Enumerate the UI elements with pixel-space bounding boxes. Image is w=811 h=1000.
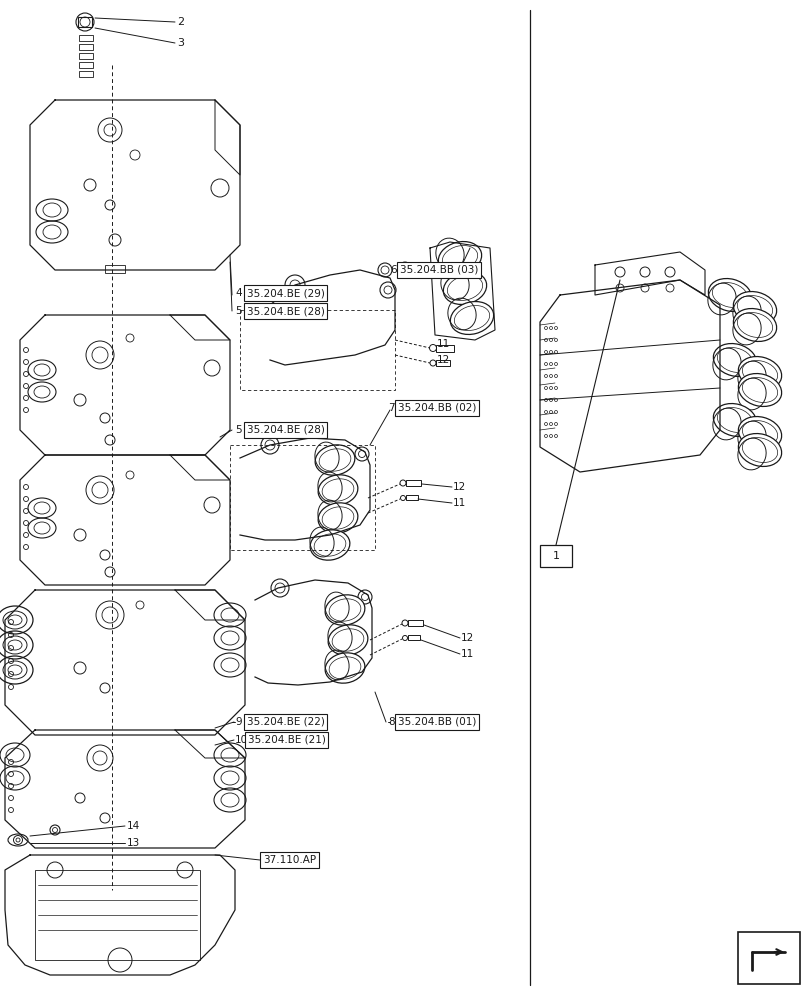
Text: 6: 6: [389, 265, 396, 275]
Text: 8: 8: [388, 717, 394, 727]
Bar: [79, 35, 93, 41]
Bar: [737, 932, 799, 984]
Ellipse shape: [438, 242, 481, 274]
Text: 2: 2: [177, 17, 184, 27]
Text: 37.110.AP: 37.110.AP: [263, 855, 315, 865]
Ellipse shape: [737, 374, 781, 406]
Text: 35.204.BE (29): 35.204.BE (29): [247, 288, 324, 298]
Text: 13: 13: [127, 838, 140, 848]
Bar: [240, 310, 394, 390]
Ellipse shape: [732, 292, 775, 324]
Bar: [35, 870, 200, 960]
Ellipse shape: [737, 434, 781, 466]
Bar: [79, 44, 93, 50]
Text: 35.204.BE (28): 35.204.BE (28): [247, 425, 324, 435]
Ellipse shape: [324, 595, 364, 625]
Text: 3: 3: [177, 38, 184, 48]
Bar: [436, 360, 449, 366]
Bar: [539, 545, 571, 567]
Text: 9: 9: [234, 717, 242, 727]
Bar: [407, 635, 419, 640]
Ellipse shape: [737, 417, 781, 449]
Ellipse shape: [315, 445, 354, 475]
Ellipse shape: [318, 475, 358, 505]
Bar: [230, 445, 375, 550]
Text: 11: 11: [453, 498, 466, 508]
Text: 35.204.BB (02): 35.204.BB (02): [397, 403, 476, 413]
Ellipse shape: [328, 625, 367, 655]
Ellipse shape: [318, 503, 358, 533]
Text: 5: 5: [234, 306, 242, 316]
Ellipse shape: [443, 272, 486, 304]
Bar: [406, 495, 418, 500]
Text: 35.204.BE (21): 35.204.BE (21): [247, 735, 325, 745]
Text: 14: 14: [127, 821, 140, 831]
Bar: [79, 71, 93, 77]
Text: 12: 12: [461, 633, 474, 643]
Text: 4: 4: [234, 288, 242, 298]
Bar: [105, 265, 125, 273]
Ellipse shape: [324, 653, 364, 683]
Text: 10: 10: [234, 735, 248, 745]
Text: 5: 5: [234, 425, 242, 435]
Ellipse shape: [310, 530, 350, 560]
Ellipse shape: [450, 302, 493, 334]
Text: 35.204.BE (28): 35.204.BE (28): [247, 306, 324, 316]
Bar: [79, 62, 93, 68]
Text: 12: 12: [436, 355, 449, 365]
Text: 1: 1: [551, 551, 559, 561]
Ellipse shape: [707, 279, 751, 311]
Text: 12: 12: [453, 482, 466, 492]
Bar: [407, 620, 423, 626]
Text: 35.204.BB (03): 35.204.BB (03): [400, 265, 478, 275]
Text: 11: 11: [461, 649, 474, 659]
Text: 11: 11: [436, 339, 449, 349]
Bar: [436, 345, 453, 352]
Bar: [79, 53, 93, 59]
Ellipse shape: [713, 344, 756, 376]
Ellipse shape: [713, 404, 756, 436]
Bar: [406, 480, 420, 486]
Text: 35.204.BB (01): 35.204.BB (01): [397, 717, 476, 727]
Bar: [78, 17, 92, 27]
Ellipse shape: [737, 357, 781, 389]
Text: 7: 7: [388, 403, 394, 413]
Ellipse shape: [732, 309, 775, 341]
Text: 35.204.BE (22): 35.204.BE (22): [247, 717, 324, 727]
